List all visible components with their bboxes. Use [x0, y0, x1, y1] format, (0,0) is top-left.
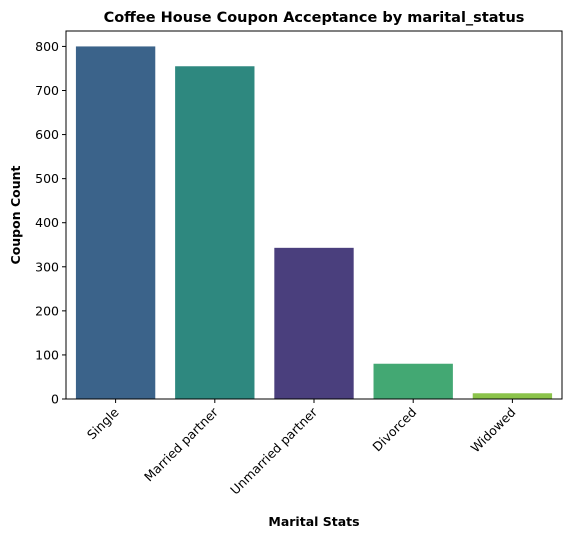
- bar-2: [274, 247, 354, 399]
- plot-frame: [65, 30, 563, 400]
- x-axis-label: Marital Stats: [268, 514, 359, 529]
- y-tick-label-6: 600: [35, 127, 59, 142]
- y-tick-label-0: 0: [51, 392, 59, 407]
- y-tick-label-4: 400: [35, 215, 59, 230]
- y-tick-label-8: 800: [35, 39, 59, 54]
- chart-title: Coffee House Coupon Acceptance by marita…: [104, 10, 525, 26]
- bar-1: [175, 66, 255, 399]
- y-axis-label: Coupon Count: [8, 165, 23, 264]
- y-tick-label-3: 300: [35, 259, 59, 274]
- y-tick-label-7: 700: [35, 83, 59, 98]
- y-tick-label-5: 500: [35, 171, 59, 186]
- bar-0: [75, 46, 156, 400]
- bars-group: [75, 46, 553, 400]
- y-tick-label-1: 100: [35, 347, 59, 362]
- bar-4: [472, 393, 553, 399]
- y-axis: 0 100 200 300 400 500 600 700 800: [35, 39, 66, 407]
- bar-3: [373, 363, 453, 399]
- y-tick-label-2: 200: [35, 303, 59, 318]
